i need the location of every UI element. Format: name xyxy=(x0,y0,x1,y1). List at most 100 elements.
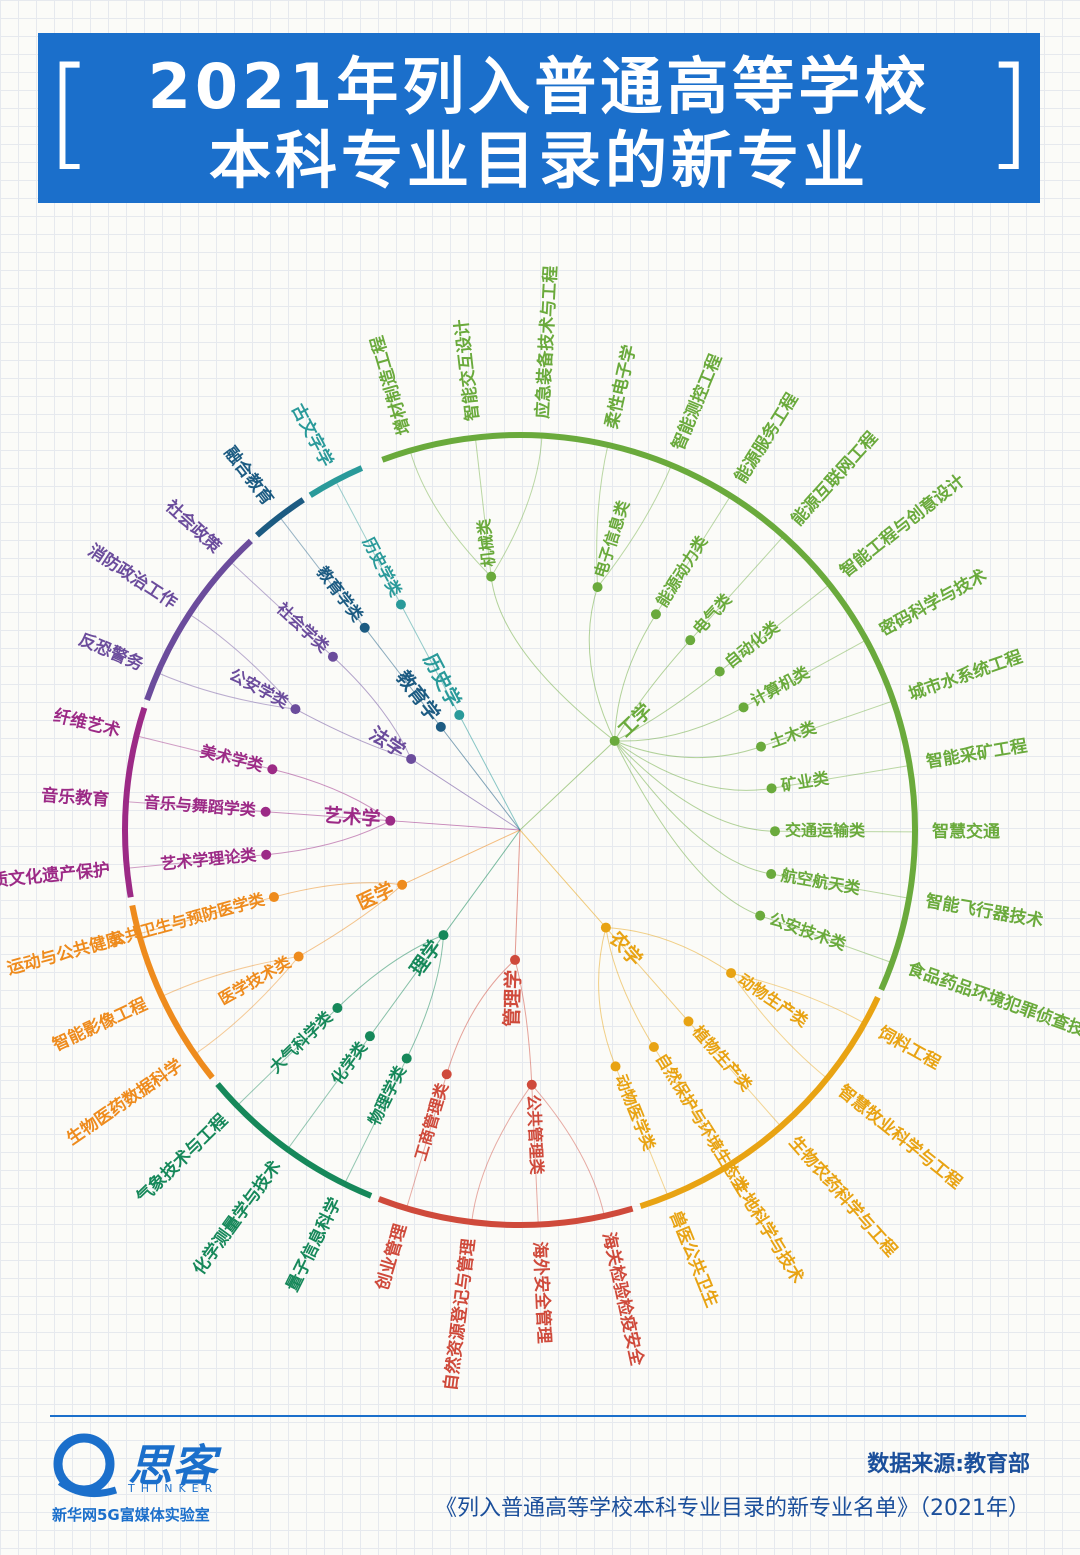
category-label: 计算机类 xyxy=(747,662,813,710)
category-node xyxy=(592,582,603,593)
category-link xyxy=(605,927,689,1022)
discipline-arc xyxy=(308,465,364,498)
major-label: 纤维艺术 xyxy=(51,705,122,742)
category-node xyxy=(650,609,661,620)
footer-divider xyxy=(50,1415,1026,1417)
category-label: 动物医学类 xyxy=(611,1072,659,1154)
category-node xyxy=(332,1003,343,1014)
category-link xyxy=(614,740,762,759)
category-node xyxy=(401,1053,412,1064)
major-label: 智能飞行器技术 xyxy=(924,890,1045,931)
major-link xyxy=(335,480,402,605)
category-node xyxy=(685,635,696,646)
category-link xyxy=(614,740,772,791)
category-label: 音乐与舞蹈学类 xyxy=(143,793,257,820)
category-link xyxy=(614,671,721,742)
major-link xyxy=(490,435,543,577)
major-link xyxy=(229,561,334,658)
major-link xyxy=(188,613,296,710)
category-node xyxy=(755,741,766,752)
category-link xyxy=(598,927,616,1067)
root-link xyxy=(410,758,521,831)
major-label: 古文字学 xyxy=(287,400,337,470)
bracket-right: ] xyxy=(985,43,1032,182)
category-label: 自动化类 xyxy=(721,617,784,672)
discipline-node xyxy=(435,721,446,732)
root-link xyxy=(401,829,521,886)
major-link xyxy=(138,896,275,935)
major-label: 海外安全管理 xyxy=(529,1241,555,1344)
major-link xyxy=(730,972,865,1024)
major-link xyxy=(471,1084,533,1223)
root-link xyxy=(440,726,521,831)
category-node xyxy=(755,910,766,921)
category-label: 教育学类 xyxy=(313,563,368,626)
major-link xyxy=(719,584,830,672)
category-link xyxy=(614,706,744,742)
category-label: 大气科学类 xyxy=(266,1007,337,1077)
category-label: 交通运输类 xyxy=(785,821,866,840)
major-link xyxy=(344,1058,408,1185)
discipline-node xyxy=(397,879,408,890)
discipline-node xyxy=(406,753,417,764)
major-label: 智慧交通 xyxy=(932,821,1000,842)
major-link xyxy=(688,1021,782,1127)
category-node xyxy=(290,704,301,715)
category-link xyxy=(614,740,775,832)
category-label: 工商管理类 xyxy=(411,1080,452,1163)
category-node xyxy=(395,599,406,610)
category-node xyxy=(293,951,304,962)
major-link xyxy=(161,956,299,997)
category-node xyxy=(267,764,278,775)
major-link xyxy=(157,672,296,710)
discipline-arc xyxy=(144,538,253,701)
category-link xyxy=(605,927,655,1048)
title-banner: [ ] 2021年列入普通高等学校 本科专业目录的新专业 xyxy=(38,33,1040,203)
category-label: 公共卫生与预防医学类 xyxy=(107,889,267,950)
major-link xyxy=(771,764,910,789)
category-label: 物理学类 xyxy=(364,1062,410,1129)
major-link xyxy=(597,464,672,588)
data-source-document: 《列入普通高等学校本科专业目录的新专业名单》（2021年） xyxy=(435,1496,1030,1521)
category-label: 公安学类 xyxy=(226,665,292,713)
major-label: 社会政策 xyxy=(160,495,226,558)
major-link xyxy=(531,1084,605,1217)
category-link xyxy=(614,613,657,741)
major-link xyxy=(474,437,492,577)
page-title-line2: 本科专业目录的新专业 xyxy=(208,124,869,197)
category-label: 公安技术类 xyxy=(767,909,850,954)
discipline-arc xyxy=(215,1082,373,1199)
category-label: 公共管理类 xyxy=(524,1094,547,1176)
category-link xyxy=(490,576,615,742)
major-label: 密码科学与技术 xyxy=(876,565,990,641)
discipline-node xyxy=(438,930,449,941)
tree-links xyxy=(125,435,915,1225)
discipline-node xyxy=(609,735,620,746)
category-label: 矿业类 xyxy=(780,768,831,795)
major-link xyxy=(136,735,273,770)
root-link xyxy=(514,829,521,960)
category-label: 艺术学理论类 xyxy=(160,845,258,873)
major-label: 能源互联网工程 xyxy=(787,427,882,530)
category-node xyxy=(268,892,279,903)
category-link xyxy=(588,586,616,742)
root-link xyxy=(390,820,521,831)
category-link xyxy=(400,604,460,716)
major-link xyxy=(743,639,867,708)
discipline-arc xyxy=(381,432,918,991)
category-node xyxy=(766,869,777,880)
category-node xyxy=(526,1079,537,1090)
category-link xyxy=(295,708,412,760)
category-node xyxy=(327,651,338,662)
major-label: 生物农药科学与工程 xyxy=(785,1132,902,1261)
discipline-label: 艺术学 xyxy=(323,803,382,830)
major-label: 智能交互设计 xyxy=(451,318,483,422)
discipline-ring xyxy=(122,432,918,1228)
major-link xyxy=(287,1035,371,1150)
category-link xyxy=(614,740,772,875)
major-label: 应急装备技术与工程 xyxy=(532,265,561,419)
discipline-node xyxy=(600,922,611,933)
major-label: 智能测控工程 xyxy=(668,351,726,453)
category-label: 能源动力类 xyxy=(652,532,711,611)
category-label: 植物生产类 xyxy=(688,1021,756,1095)
